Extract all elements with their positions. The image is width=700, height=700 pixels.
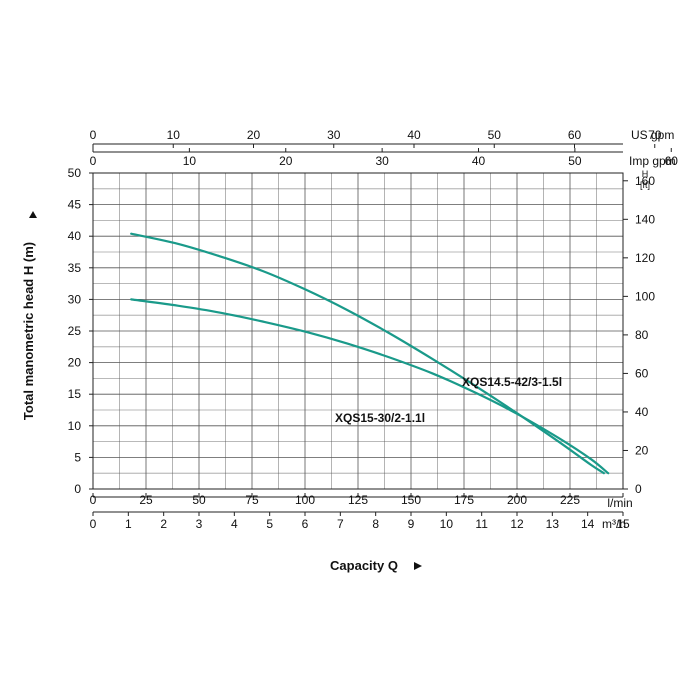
left-tick-label: 0 xyxy=(74,482,81,496)
left-tick-label: 45 xyxy=(68,198,82,212)
bottom-lmin-tick-label: 100 xyxy=(295,493,315,507)
bottom-m3h-tick-label: 11 xyxy=(475,517,488,531)
series xyxy=(130,232,610,475)
bottom-lmin-unit: l/min xyxy=(607,496,632,510)
bottom-m3h-tick-label: 9 xyxy=(408,517,415,531)
top-usgpm-tick-label: 60 xyxy=(568,128,582,142)
bottom-lmin-tick-label: 225 xyxy=(560,493,580,507)
right-tick-label: 140 xyxy=(635,212,655,226)
top-usgpm-tick-label: 0 xyxy=(90,128,97,142)
tick-labels: 0510152025303540455002040608010012014016… xyxy=(68,128,679,531)
top-usgpm-tick-label: 10 xyxy=(167,128,181,142)
right-tick-label: 60 xyxy=(635,366,649,380)
axes xyxy=(89,143,672,516)
bottom-m3h-unit: m³/h xyxy=(602,517,626,531)
bottom-m3h-tick-label: 8 xyxy=(372,517,379,531)
top-impgpm-tick-label: 40 xyxy=(472,154,486,168)
x-axis-arrow-icon xyxy=(414,562,422,570)
top-impgpm-tick-label: 10 xyxy=(183,154,197,168)
bottom-lmin-tick-label: 200 xyxy=(507,493,527,507)
bottom-m3h-tick-label: 12 xyxy=(510,517,524,531)
right-tick-label: 40 xyxy=(635,405,649,419)
series-line-1 xyxy=(130,298,610,475)
left-tick-label: 10 xyxy=(68,419,82,433)
left-tick-label: 30 xyxy=(68,292,82,306)
top-impgpm-tick-label: 20 xyxy=(279,154,293,168)
top-impgpm-unit: Imp gpm xyxy=(629,154,676,168)
top-usgpm-tick-label: 50 xyxy=(488,128,502,142)
bottom-m3h-tick-label: 0 xyxy=(90,517,97,531)
x-axis-title: Capacity Q xyxy=(330,558,398,573)
top-usgpm-tick-label: 70 xyxy=(648,128,662,142)
bottom-m3h-tick-label: 13 xyxy=(546,517,560,531)
bottom-m3h-tick-label: 1 xyxy=(125,517,132,531)
top-impgpm-tick-label: 60 xyxy=(665,154,679,168)
bottom-m3h-tick-label: 2 xyxy=(160,517,167,531)
bottom-lmin-tick-label: 75 xyxy=(245,493,259,507)
right-tick-label: 120 xyxy=(635,251,655,265)
bottom-lmin-tick-label: 25 xyxy=(139,493,153,507)
top-usgpm-tick-label: 40 xyxy=(407,128,421,142)
bottom-lmin-tick-label: 175 xyxy=(454,493,474,507)
series-label-xqs14-5: XQS14.5-42/3-1.5l xyxy=(462,375,562,389)
top-usgpm-tick-label: 30 xyxy=(327,128,341,142)
left-tick-label: 40 xyxy=(68,229,82,243)
y-axis-arrow-icon xyxy=(29,211,37,218)
series-label-xqs15: XQS15-30/2-1.1l xyxy=(335,411,425,425)
top-impgpm-tick-label: 0 xyxy=(90,154,97,168)
bottom-m3h-tick-label: 10 xyxy=(440,517,454,531)
bottom-lmin-tick-label: 125 xyxy=(348,493,368,507)
top-impgpm-tick-label: 50 xyxy=(568,154,582,168)
bottom-m3h-tick-label: 5 xyxy=(266,517,273,531)
right-tick-label: 20 xyxy=(635,443,649,457)
right-tick-label: 100 xyxy=(635,289,655,303)
left-tick-label: 15 xyxy=(68,387,82,401)
right-tick-label: 160 xyxy=(635,174,655,188)
top-usgpm-unit: US gpm xyxy=(631,128,674,142)
grid xyxy=(92,172,624,490)
left-tick-label: 50 xyxy=(68,166,82,180)
bottom-m3h-tick-label: 3 xyxy=(196,517,203,531)
bottom-lmin-tick-label: 0 xyxy=(90,493,97,507)
bottom-lmin-tick-label: 50 xyxy=(192,493,206,507)
y-axis-title: Total manometric head H (m) xyxy=(21,242,36,420)
top-impgpm-tick-label: 30 xyxy=(375,154,389,168)
bottom-m3h-tick-label: 14 xyxy=(581,517,595,531)
right-axis-unit-main: H xyxy=(642,169,649,179)
bottom-lmin-tick-label: 150 xyxy=(401,493,421,507)
left-tick-label: 25 xyxy=(68,324,82,338)
bottom-m3h-tick-label: 4 xyxy=(231,517,238,531)
top-usgpm-tick-label: 20 xyxy=(247,128,261,142)
right-tick-label: 0 xyxy=(635,482,642,496)
right-tick-label: 80 xyxy=(635,328,649,342)
left-tick-label: 35 xyxy=(68,261,82,275)
right-axis-unit-sub: [ft] xyxy=(640,180,650,190)
left-tick-label: 5 xyxy=(74,450,81,464)
left-tick-label: 20 xyxy=(68,356,82,370)
bottom-m3h-tick-label: 15 xyxy=(616,517,630,531)
series-line-0 xyxy=(130,232,605,475)
bottom-m3h-tick-label: 7 xyxy=(337,517,344,531)
bottom-m3h-tick-label: 6 xyxy=(302,517,309,531)
